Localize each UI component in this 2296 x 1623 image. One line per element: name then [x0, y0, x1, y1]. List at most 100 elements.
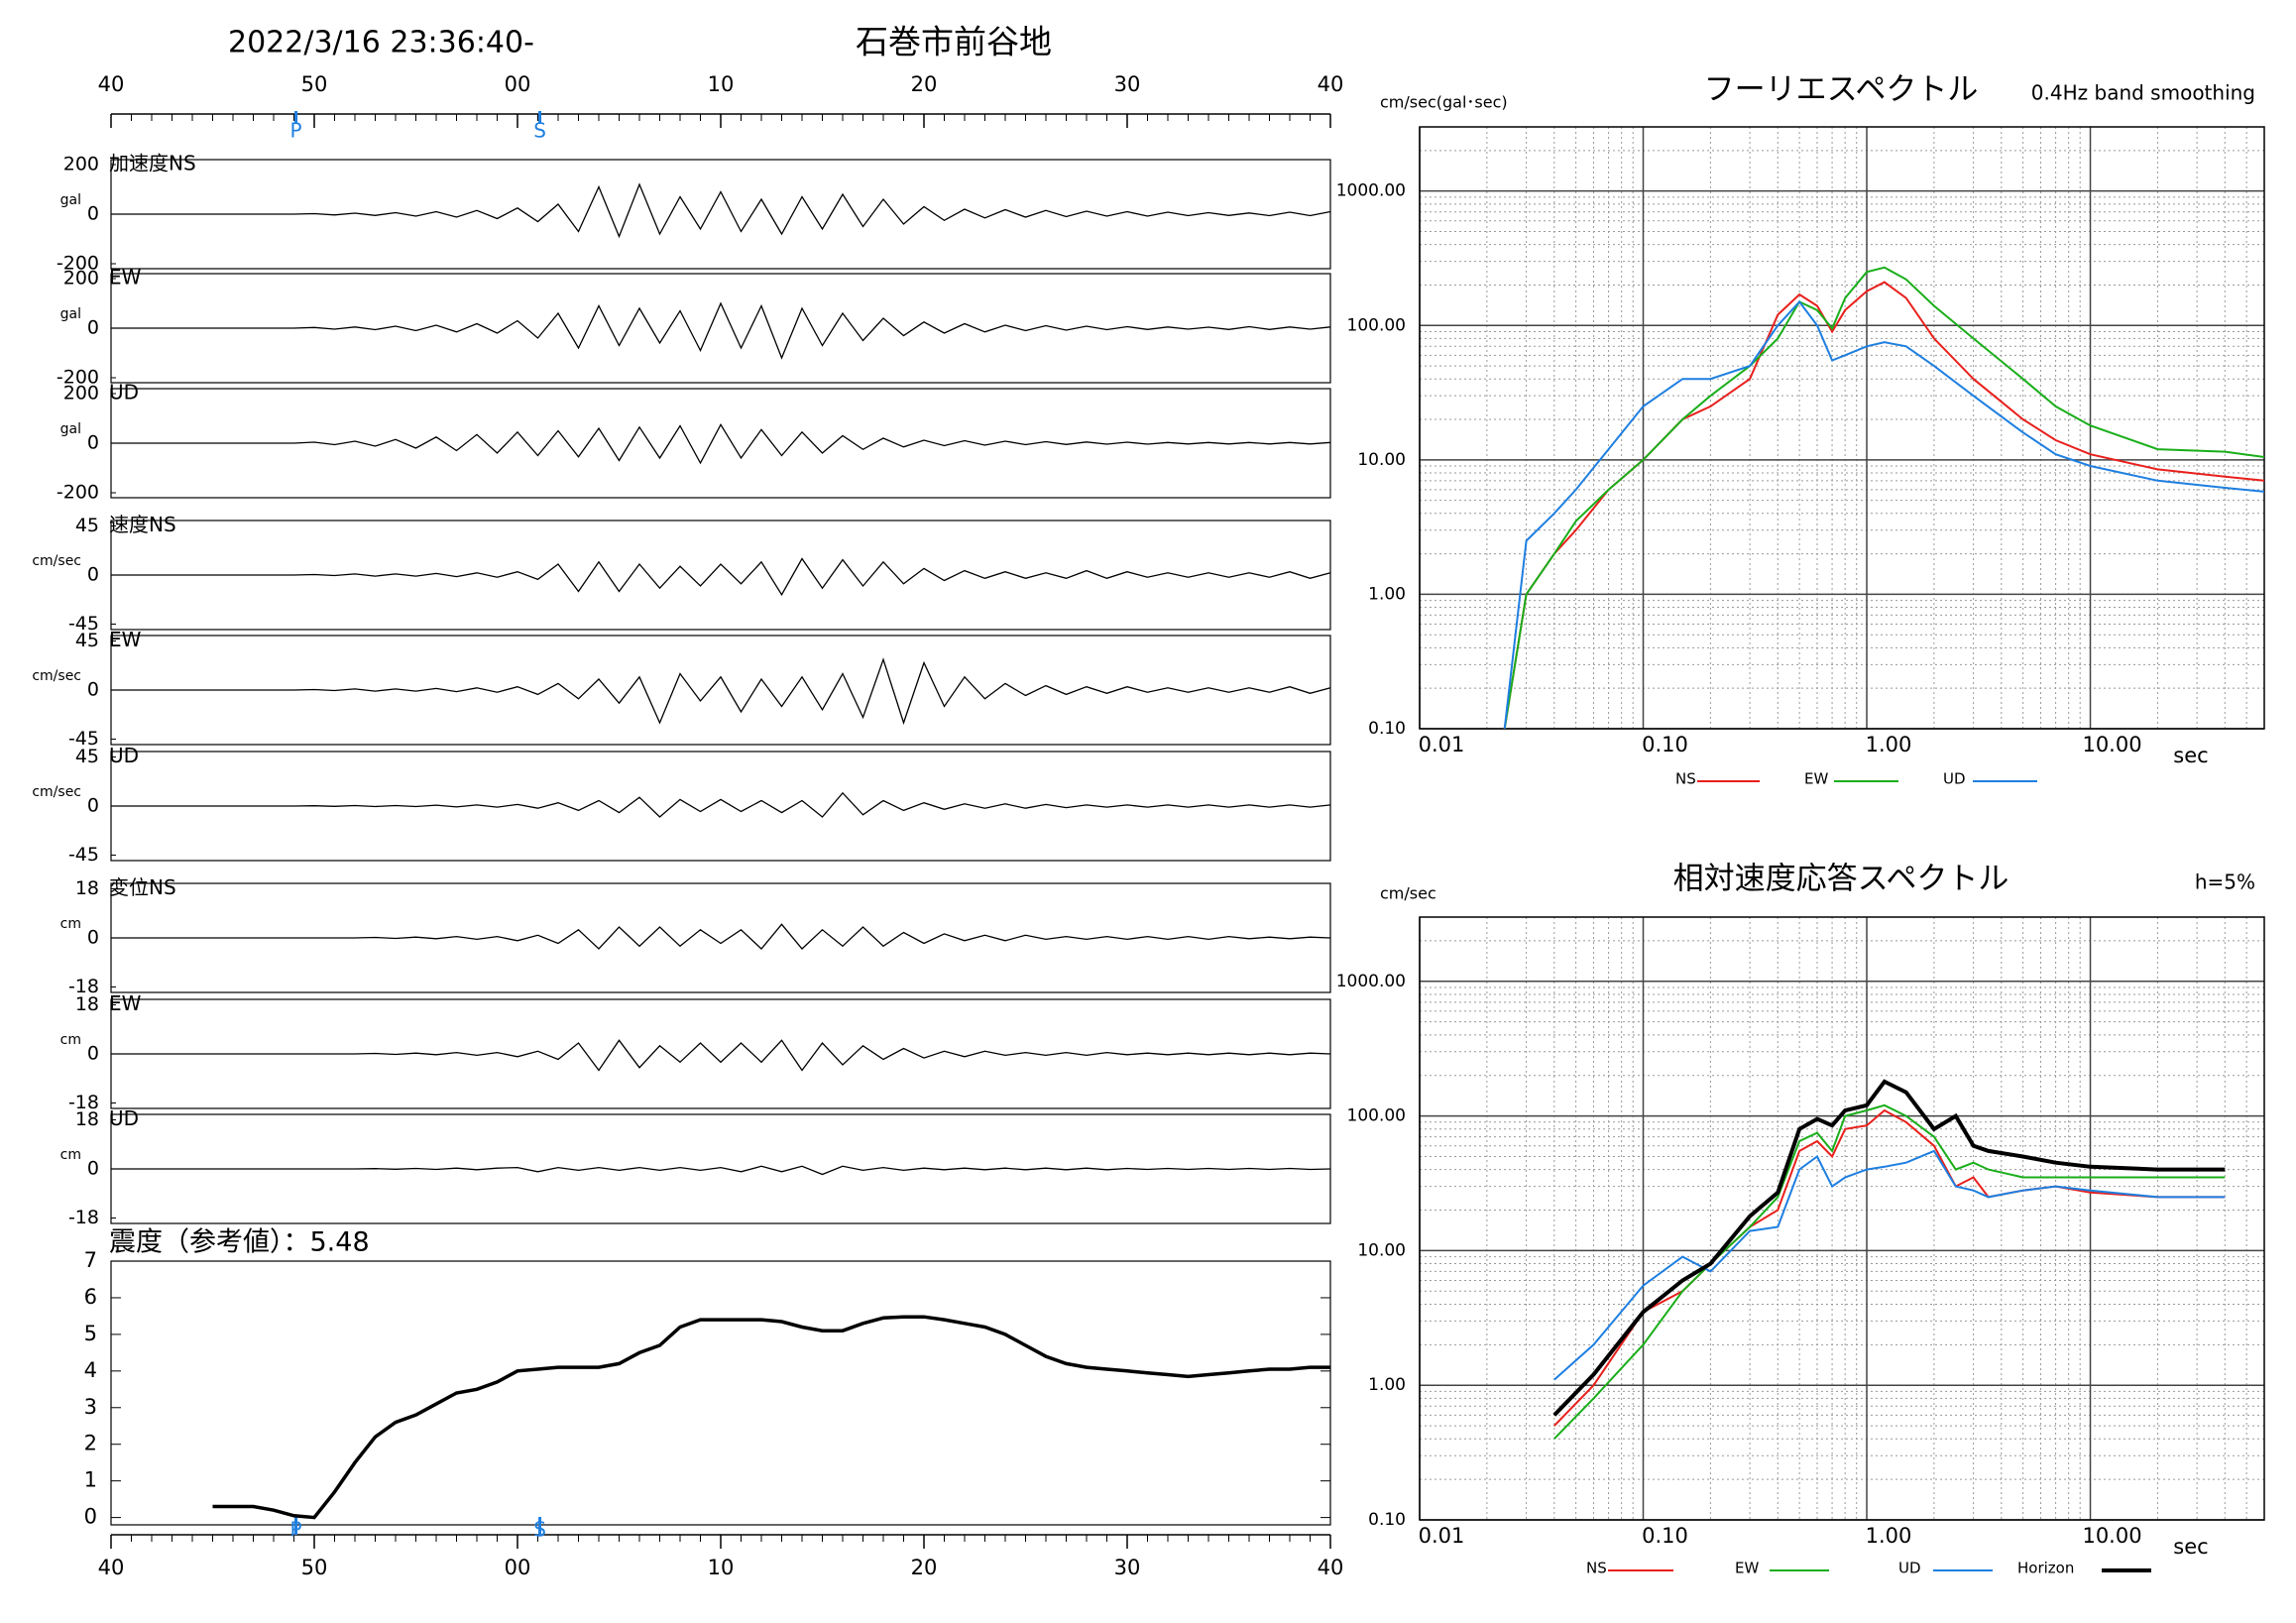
y-tick-label: -45: [68, 844, 99, 866]
time-tick-label: 50: [301, 72, 328, 96]
y-tick-label: 1: [84, 1468, 97, 1492]
spectrum-line: [1553, 1108, 2226, 1427]
intensity-title: 震度（参考値）：5.48: [109, 1227, 370, 1258]
unit-label: cm/sec: [32, 668, 81, 684]
waveform: [111, 422, 1331, 465]
station-title: 石巻市前谷地: [856, 23, 1052, 61]
y-tick-label: 0: [87, 795, 99, 817]
unit-label: gal: [60, 192, 81, 208]
unit-label: gal: [60, 421, 81, 437]
spectrum-frame: [1419, 126, 2265, 730]
y-tick-label: 10.00: [1357, 1240, 1406, 1260]
y-tick-label: 0.10: [1368, 719, 1406, 739]
spectrum-line: [1503, 266, 2264, 729]
y-tick-label: 0: [87, 1043, 99, 1065]
trace-label: UD: [109, 744, 139, 767]
y-tick-label: 18: [75, 993, 99, 1015]
spectrum-line: [1552, 1079, 2226, 1417]
legend-label: Horizon: [2017, 1560, 2074, 1577]
legend-label: NS: [1675, 770, 1696, 788]
x-tick-label: 10.00: [2082, 733, 2141, 756]
y-tick-label: -45: [68, 728, 99, 750]
legend-label: NS: [1586, 1560, 1607, 1577]
x-tick-label: 0.10: [1642, 733, 1688, 756]
time-tick-label: 00: [505, 1556, 531, 1579]
waveform: [111, 657, 1331, 726]
y-tick-label: -18: [68, 1092, 99, 1113]
unit-label: gal: [60, 306, 81, 322]
waveform: [111, 923, 1331, 950]
y-tick-label: 0: [87, 927, 99, 949]
trace-label: EW: [109, 991, 142, 1015]
y-tick-label: 0: [87, 317, 99, 339]
y-tick-label: -18: [68, 1207, 99, 1228]
datetime: 2022/3/16 23:36:40-: [228, 26, 534, 60]
unit-label: cm/sec: [32, 553, 81, 569]
y-tick-label: 200: [63, 383, 99, 405]
y-tick-label: 100.00: [1347, 315, 1406, 335]
time-tick-label: 40: [98, 1556, 125, 1579]
y-tick-label: 1000.00: [1336, 972, 1406, 991]
trace-label: 速度NS: [109, 513, 176, 536]
unit-label: cm: [60, 1032, 81, 1048]
trace-label: 変位NS: [109, 875, 176, 899]
trace-label: 加速度NS: [109, 152, 196, 175]
spectrum-line: [1503, 299, 2264, 729]
spectrum-line: [1553, 1149, 2226, 1381]
y-tick-label: 45: [75, 630, 99, 651]
x-axis-label: sec: [2173, 1535, 2208, 1559]
y-tick-label: -200: [57, 253, 99, 275]
spectrum-subtitle: 0.4Hz band smoothing: [2031, 81, 2255, 105]
y-tick-label: 18: [75, 1108, 99, 1130]
y-tick-label: -200: [57, 367, 99, 389]
y-tick-label: 5: [84, 1322, 97, 1345]
intensity-frame: [110, 1260, 1331, 1526]
y-tick-label: 0: [87, 203, 99, 225]
spectrum-subtitle: h=5%: [2195, 870, 2255, 894]
y-axis-label: cm/sec(gal･sec): [1380, 93, 1508, 112]
y-tick-label: 0: [87, 564, 99, 586]
y-tick-label: 0: [87, 1158, 99, 1180]
intensity-line: [212, 1315, 1330, 1520]
x-tick-label: 1.00: [1866, 1524, 1912, 1548]
y-tick-label: 45: [75, 515, 99, 536]
waveform: [111, 182, 1331, 239]
y-tick-label: 10.00: [1357, 450, 1406, 470]
unit-label: cm/sec: [32, 784, 81, 800]
waveform: [111, 1165, 1331, 1176]
phase-label: S: [533, 119, 546, 143]
y-tick-label: 200: [63, 154, 99, 175]
spectrum-title: 相対速度応答スペクトル: [1673, 862, 2009, 897]
y-tick-label: 6: [84, 1285, 97, 1309]
y-tick-label: 3: [84, 1395, 97, 1419]
trace-label: UD: [109, 1106, 139, 1130]
y-axis-label: cm/sec: [1380, 884, 1436, 903]
x-tick-label: 10.00: [2082, 1524, 2141, 1548]
trace-label: EW: [109, 628, 142, 651]
y-tick-label: -18: [68, 976, 99, 997]
y-tick-label: 18: [75, 877, 99, 899]
y-tick-label: -45: [68, 613, 99, 635]
spectrum-title: フーリエスペクトル: [1704, 72, 1979, 108]
y-tick-label: 4: [84, 1358, 97, 1382]
y-tick-label: 2: [84, 1432, 97, 1455]
time-tick-label: 50: [301, 1556, 328, 1579]
time-tick-label: 10: [708, 72, 735, 96]
unit-label: cm: [60, 916, 81, 932]
y-tick-label: 1.00: [1368, 584, 1406, 604]
x-tick-label: 0.01: [1419, 733, 1465, 756]
x-tick-label: 1.00: [1866, 733, 1912, 756]
y-tick-label: 1000.00: [1336, 181, 1406, 201]
waveform: [111, 791, 1331, 818]
spectrum-line: [1553, 1103, 2226, 1440]
time-tick-label: 20: [911, 72, 938, 96]
phase-label: P: [290, 1518, 302, 1542]
x-tick-label: 0.10: [1642, 1524, 1688, 1548]
time-tick-label: 30: [1114, 72, 1141, 96]
time-tick-label: 30: [1114, 1556, 1141, 1579]
spectrum-frame: [1419, 916, 2265, 1521]
time-tick-label: 40: [1318, 1556, 1344, 1579]
phase-label: P: [290, 119, 302, 143]
